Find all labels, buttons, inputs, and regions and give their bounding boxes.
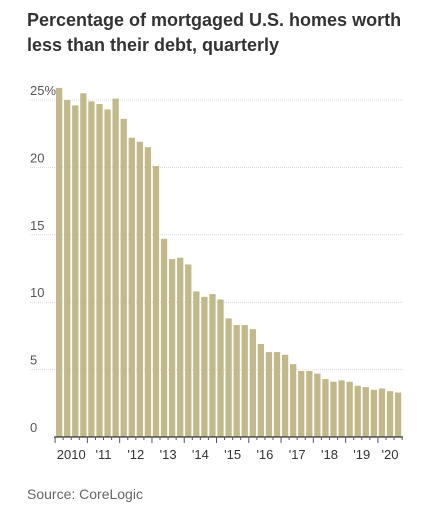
bar <box>394 392 402 437</box>
bars <box>56 87 402 438</box>
bar <box>217 299 224 437</box>
bar <box>72 105 79 437</box>
y-tick-label: 20 <box>30 150 44 165</box>
bar <box>273 352 281 437</box>
bar <box>152 166 160 438</box>
bar <box>249 329 256 437</box>
bar <box>314 373 321 437</box>
source-note: Source: CoreLogic <box>27 486 143 502</box>
axes: 0 5 10 15 20 25% 2010 '11 '12 '13 '14 '15 '16 '17 '18 '… <box>30 83 403 462</box>
bar <box>330 381 337 437</box>
x-tick-label: '14 <box>192 447 209 462</box>
x-tick-label: '20 <box>382 447 399 462</box>
bar <box>338 380 345 437</box>
bar <box>185 264 192 437</box>
bar <box>378 388 386 437</box>
x-tick-label: '17 <box>289 447 306 462</box>
x-tick-label: '11 <box>96 447 112 462</box>
bar <box>257 343 265 437</box>
bar <box>144 147 152 437</box>
bar <box>225 318 232 437</box>
y-tick-label: 10 <box>30 285 44 300</box>
bar <box>241 325 248 437</box>
bar <box>209 294 216 437</box>
bar <box>128 137 135 438</box>
bar <box>104 109 111 437</box>
bar <box>112 98 119 438</box>
bar <box>56 87 63 438</box>
bar <box>88 101 95 437</box>
bar <box>168 259 176 437</box>
bar <box>306 370 313 437</box>
bar <box>362 387 369 437</box>
bar <box>193 291 200 437</box>
x-tick-label: 2010 <box>57 447 86 462</box>
y-tick-label: 0 <box>30 420 37 435</box>
bar <box>354 385 361 437</box>
y-tick-label: 5 <box>30 353 37 368</box>
bar <box>386 391 394 437</box>
y-tick-label: 25% <box>30 83 56 98</box>
bar <box>370 389 378 437</box>
x-tick-label: '13 <box>160 447 177 462</box>
bar <box>346 381 353 437</box>
bar <box>96 104 103 437</box>
chart-title: Percentage of mortgaged U.S. homes worth… <box>27 10 402 55</box>
bar <box>120 118 127 438</box>
bar <box>281 354 289 437</box>
bar <box>233 325 240 437</box>
bar <box>136 141 143 438</box>
y-tick-label: 15 <box>30 218 44 233</box>
bar <box>80 93 87 437</box>
bar <box>64 100 71 437</box>
x-tick-label: '16 <box>256 447 273 462</box>
x-tick-label: '12 <box>127 447 144 462</box>
bar <box>298 370 305 437</box>
x-tick-label: '15 <box>224 447 241 462</box>
bar <box>160 238 168 437</box>
x-tick-label: '18 <box>321 447 338 462</box>
bar <box>201 296 208 437</box>
bar <box>322 379 329 437</box>
x-tick-label: '19 <box>353 447 370 462</box>
bar <box>290 364 297 437</box>
bar <box>177 257 184 437</box>
bar <box>265 352 273 437</box>
